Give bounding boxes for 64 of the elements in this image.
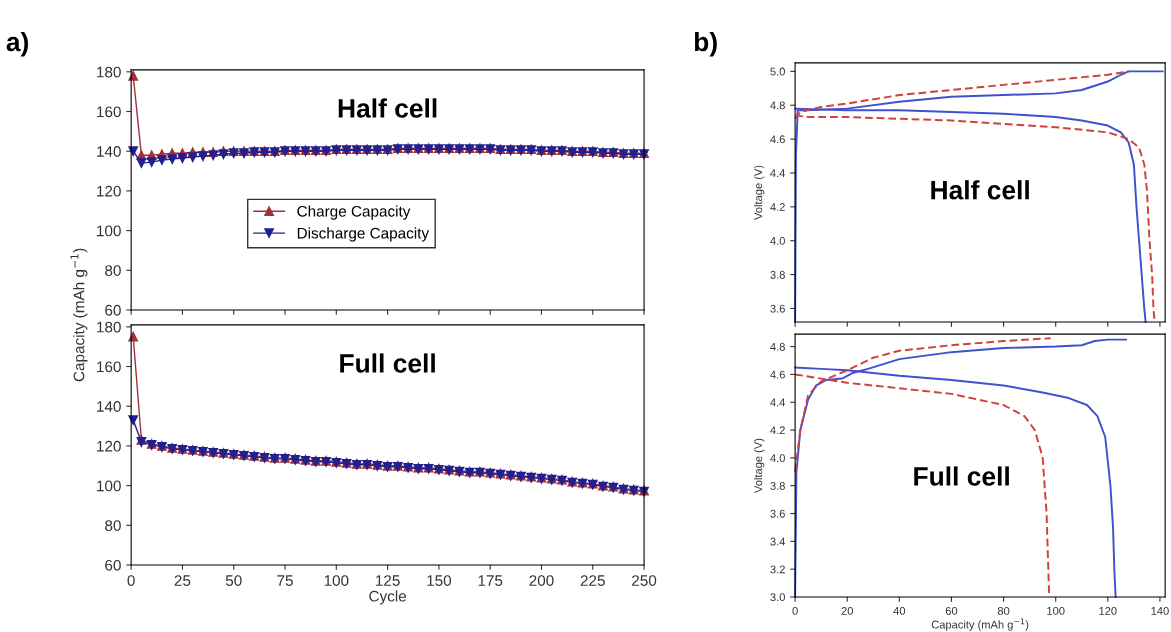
y-tick-label: 100	[97, 480, 121, 492]
x-tick-label: 40	[893, 607, 906, 615]
y-tick-label: 80	[105, 265, 121, 276]
text: a)	[6, 31, 29, 57]
annotation: Full cell	[914, 466, 1009, 486]
x-tick-label: 250	[632, 575, 657, 586]
y-tick-label: 3.6	[770, 509, 785, 518]
x-tick-label: 100	[324, 575, 349, 586]
text: b)	[694, 31, 717, 57]
y-tick-label: 3.0	[770, 593, 785, 602]
x-tick-label: 140	[1151, 607, 1169, 615]
x-tick-label: 80	[997, 607, 1010, 615]
x-tick-label: 100	[1047, 607, 1065, 615]
x-tick-label: 0	[127, 575, 135, 586]
y-tick-label: 120	[97, 185, 121, 197]
y-tick-label: 4.4	[770, 169, 786, 177]
y-tick-label: 4.2	[770, 203, 785, 211]
y-tick-label: 4.6	[770, 370, 785, 379]
legend-label: Discharge Capacity	[297, 227, 430, 242]
y-tick-label: 3.8	[770, 270, 785, 279]
y-tick-label: 5.0	[770, 67, 785, 76]
x-tick-label: 200	[529, 575, 554, 586]
x-tick-label: 75	[277, 575, 293, 586]
y-tick-label: 60	[105, 304, 121, 316]
x-tick-label: 20	[841, 607, 853, 615]
annotation: Full cell	[340, 353, 435, 373]
x-tick-label: 0	[792, 607, 798, 615]
x-axis-title: Cycle	[369, 590, 407, 605]
y-tick-label: 4.8	[770, 342, 785, 351]
y-axis-title: Capacity (mAh g$^{−1}$)	[70, 248, 88, 382]
y-tick-label: 100	[97, 225, 121, 237]
y-tick-label: 3.8	[770, 481, 785, 490]
y-tick-label: 180	[97, 66, 121, 78]
y-tick-label: 4.8	[770, 101, 785, 110]
x-tick-label: 125	[376, 575, 400, 586]
x-tick-label: 25	[174, 575, 191, 586]
x-tick-label: 150	[427, 575, 452, 586]
y-tick-label: 160	[97, 361, 121, 373]
legend-label: Charge Capacity	[297, 205, 411, 220]
x-tick-label: 60	[945, 607, 958, 615]
y-tick-label: 160	[97, 106, 121, 118]
y-tick-label: 4.6	[770, 135, 785, 144]
x-axis-title: Capacity (mAh g$^{−1}$)	[931, 618, 1029, 631]
y-tick-label: 140	[97, 401, 121, 412]
y-axis-title: Voltage (V)	[754, 165, 765, 220]
y-tick-label: 80	[105, 520, 121, 531]
y-tick-label: 180	[97, 321, 121, 333]
y-tick-label: 4.0	[770, 236, 785, 245]
x-tick-label: 50	[225, 575, 242, 586]
y-tick-label: 60	[105, 559, 121, 571]
annotation: Half cell	[338, 98, 437, 118]
y-tick-label: 4.4	[770, 398, 786, 407]
x-tick-label: 175	[478, 575, 503, 586]
y-tick-label: 140	[97, 146, 121, 157]
y-tick-label: 3.2	[770, 565, 785, 574]
annotation: Half cell	[931, 180, 1029, 200]
x-tick-label: 120	[1099, 607, 1117, 615]
y-tick-label: 3.6	[770, 304, 785, 313]
y-axis-title: Voltage (V)	[754, 438, 765, 493]
y-tick-label: 120	[97, 440, 121, 452]
y-tick-label: 4.2	[770, 426, 785, 435]
y-tick-label: 4.0	[770, 454, 785, 463]
y-tick-label: 3.4	[770, 537, 786, 546]
x-tick-label: 225	[580, 575, 605, 586]
